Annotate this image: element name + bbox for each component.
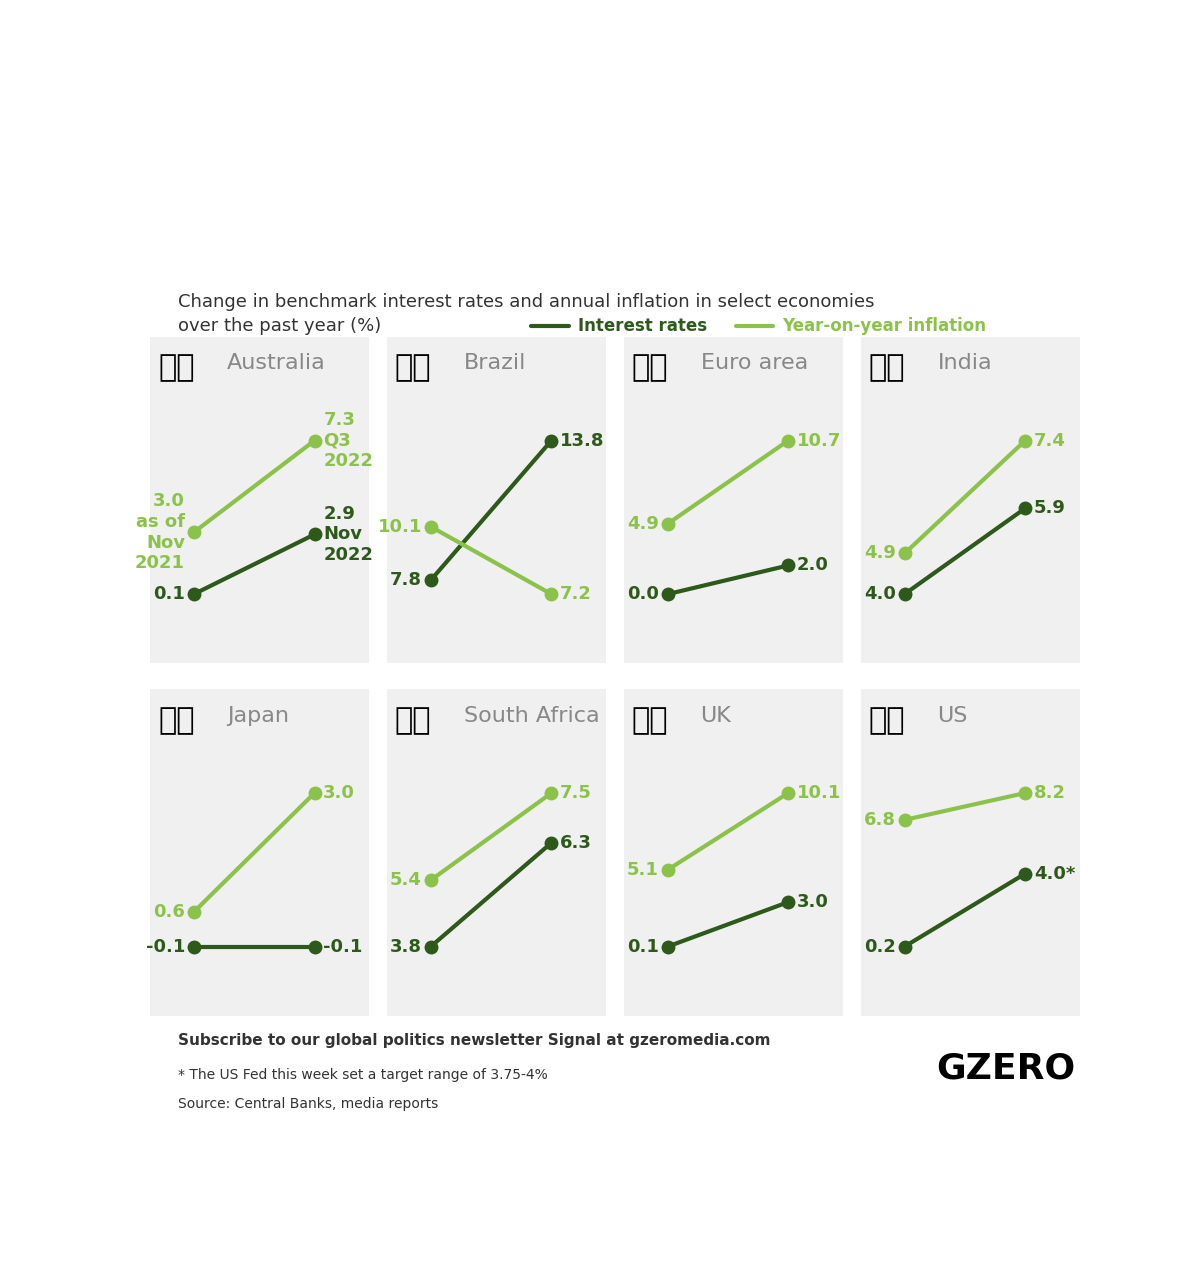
Text: 4.0: 4.0 [864, 585, 895, 603]
Text: 0.0: 0.0 [626, 585, 659, 603]
Text: 3.0: 3.0 [323, 784, 355, 803]
Text: Change in benchmark interest rates and annual inflation in select economies: Change in benchmark interest rates and a… [178, 294, 875, 312]
Text: 2.0: 2.0 [797, 556, 829, 575]
Text: 🇯🇵: 🇯🇵 [158, 706, 194, 735]
Text: 🇺🇸: 🇺🇸 [869, 706, 905, 735]
Text: 4.9: 4.9 [864, 544, 895, 562]
Text: 🇮🇳: 🇮🇳 [869, 354, 905, 382]
Text: 5.1: 5.1 [626, 861, 659, 879]
Text: Interest rates: Interest rates [578, 317, 707, 335]
Text: GZERO: GZERO [936, 1051, 1075, 1085]
Text: 🇿🇦: 🇿🇦 [395, 706, 432, 735]
Text: 3.0
as of
Nov
2021: 3.0 as of Nov 2021 [136, 492, 185, 572]
Text: over the past year (%): over the past year (%) [178, 317, 382, 335]
Text: 0.6: 0.6 [154, 903, 185, 921]
Text: Brazil: Brazil [463, 354, 526, 373]
Text: 7.4: 7.4 [1034, 431, 1066, 449]
Text: 6.3: 6.3 [560, 834, 592, 852]
Text: 0.2: 0.2 [864, 937, 895, 955]
Text: Euro area: Euro area [701, 354, 808, 373]
Text: 🇬🇧: 🇬🇧 [632, 706, 668, 735]
Text: Year-on-year inflation: Year-on-year inflation [782, 317, 986, 335]
Text: 0.1: 0.1 [626, 937, 659, 955]
Text: 7.5: 7.5 [560, 784, 592, 803]
Text: -0.1: -0.1 [145, 937, 185, 955]
Text: 4.9: 4.9 [626, 515, 659, 533]
Text: US: US [937, 706, 968, 725]
Text: The great global (interest rate) hike: The great global (interest rate) hike [187, 190, 1200, 242]
Text: 10.1: 10.1 [378, 518, 422, 536]
Text: 7.3
Q3
2022: 7.3 Q3 2022 [323, 411, 373, 471]
Text: UK: UK [701, 706, 732, 725]
Text: * The US Fed this week set a target range of 3.75-4%: * The US Fed this week set a target rang… [178, 1068, 547, 1082]
Text: 0.1: 0.1 [154, 585, 185, 603]
Text: 5.9: 5.9 [1034, 500, 1066, 518]
Text: -0.1: -0.1 [323, 937, 362, 955]
Text: 5.4: 5.4 [390, 871, 422, 889]
Text: Subscribe to our global politics newsletter Signal at gzeromedia.com: Subscribe to our global politics newslet… [178, 1033, 770, 1048]
Text: 🇧🇷: 🇧🇷 [395, 354, 432, 382]
Text: South Africa: South Africa [463, 706, 599, 725]
Text: 4.0*: 4.0* [1034, 865, 1075, 883]
Text: 7.8: 7.8 [390, 571, 422, 589]
Text: 3.8: 3.8 [390, 937, 422, 955]
Text: India: India [937, 354, 992, 373]
Text: 10.7: 10.7 [797, 431, 841, 449]
Text: 3.0: 3.0 [797, 893, 829, 911]
Text: 🇪🇺: 🇪🇺 [632, 354, 668, 382]
Text: Australia: Australia [227, 354, 325, 373]
Text: 6.8: 6.8 [864, 810, 895, 829]
Text: 7.2: 7.2 [560, 585, 592, 603]
Text: 8.2: 8.2 [1034, 784, 1066, 803]
Text: 2.9
Nov
2022: 2.9 Nov 2022 [323, 505, 373, 565]
Text: Source: Central Banks, media reports: Source: Central Banks, media reports [178, 1098, 438, 1112]
Text: 13.8: 13.8 [560, 431, 605, 449]
Text: 10.1: 10.1 [797, 784, 841, 803]
Text: Japan: Japan [227, 706, 289, 725]
Text: 🇦🇺: 🇦🇺 [158, 354, 194, 382]
